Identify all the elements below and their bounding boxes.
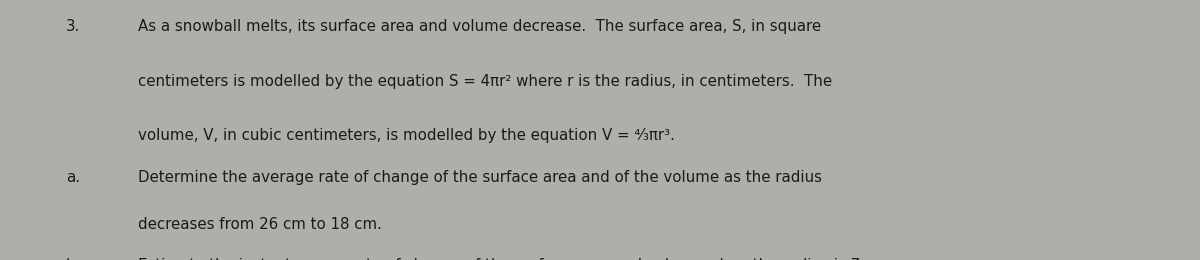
Text: centimeters is modelled by the equation S = 4πr² where r is the radius, in centi: centimeters is modelled by the equation …: [138, 74, 832, 89]
Text: volume, V, in cubic centimeters, is modelled by the equation V = ⁴⁄₃πr³.: volume, V, in cubic centimeters, is mode…: [138, 128, 674, 144]
Text: Estimate the instantaneous rate of change of the surface area and volume when th: Estimate the instantaneous rate of chang…: [138, 258, 860, 260]
Text: Determine the average rate of change of the surface area and of the volume as th: Determine the average rate of change of …: [138, 170, 822, 185]
Text: 3.: 3.: [66, 19, 80, 34]
Text: As a snowball melts, its surface area and volume decrease.  The surface area, S,: As a snowball melts, its surface area an…: [138, 19, 821, 34]
Text: b.: b.: [66, 258, 80, 260]
Text: decreases from 26 cm to 18 cm.: decreases from 26 cm to 18 cm.: [138, 217, 382, 232]
Text: a.: a.: [66, 170, 80, 185]
